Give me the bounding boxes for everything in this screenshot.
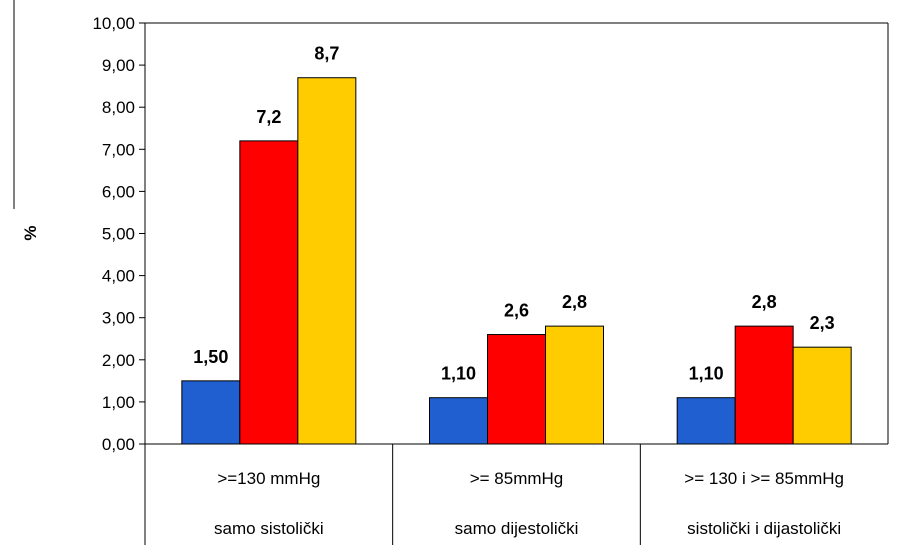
y-tick-label: 0,00 [102,435,135,454]
y-tick-label: 10,00 [92,14,135,33]
category-label-line2: sistolički i dijastolički [687,519,841,538]
y-tick-label: 7,00 [102,140,135,159]
data-label: 2,8 [562,292,587,312]
y-tick-label: 1,00 [102,393,135,412]
bar [487,334,546,445]
bar [545,325,604,445]
y-tick-label: 2,00 [102,351,135,370]
category-label-line1: >= 130 i >= 85mmHg [684,469,844,488]
y-tick-label: 3,00 [102,309,135,328]
bar [181,380,241,445]
category-labels: >=130 mmHg samo sistolički >= 85mmHg samo d… [214,469,844,538]
category-label-line1: >= 85mmHg [470,469,564,488]
category-label-line2: samo dijestolički [455,519,579,538]
data-label: 2,6 [504,301,529,321]
data-label: 1,10 [689,364,724,384]
category-label-line1: >=130 mmHg [217,469,320,488]
data-label: 1,50 [193,347,228,367]
bar [297,77,357,445]
bar [239,140,299,445]
data-label: 7,2 [256,107,281,127]
bar [676,397,736,445]
bars [181,77,852,445]
bar [734,325,794,445]
y-tick-label: 8,00 [102,98,135,117]
category-label-line2: samo sistolički [214,519,324,538]
bar [792,346,852,445]
data-label: 8,7 [314,44,339,64]
y-tick-labels: 0,00 1,00 2,00 3,00 4,00 5,00 6,00 7,00 8,00 9,00… [92,14,135,454]
y-tick-label: 5,00 [102,225,135,244]
data-label: 2,3 [810,313,835,333]
bar [429,397,488,445]
data-label: 1,10 [441,364,476,384]
y-axis-label: % [21,225,40,240]
y-tick-label: 6,00 [102,182,135,201]
y-tick-label: 9,00 [102,56,135,75]
data-labels: 1,50 7,2 8,7 1,10 2,6 2,8 1,10 2,8 2,3 [193,44,834,384]
y-tick-label: 4,00 [102,267,135,286]
data-label: 2,8 [752,292,777,312]
